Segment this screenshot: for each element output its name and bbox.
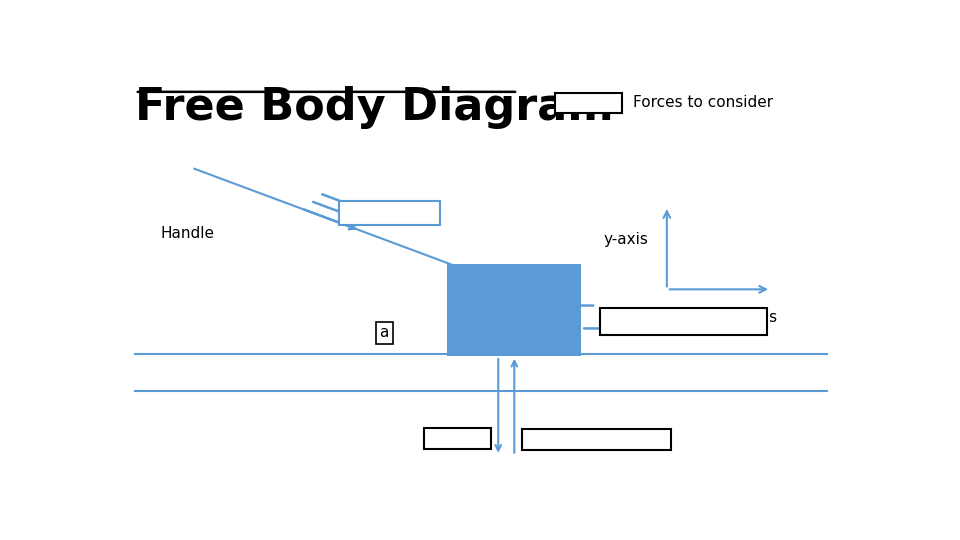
Text: Push/Pull: Push/Pull: [355, 205, 424, 220]
Bar: [424, 428, 491, 449]
Text: Handle: Handle: [161, 226, 215, 241]
Text: Forces to consider: Forces to consider: [634, 95, 774, 110]
Text: x-axis: x-axis: [732, 310, 778, 325]
Bar: [600, 308, 767, 335]
Text: y-axis: y-axis: [604, 232, 648, 247]
Bar: [555, 93, 622, 113]
Text: Force of Friction (Ff): Force of Friction (Ff): [614, 314, 753, 328]
Text: mg: mg: [445, 431, 469, 446]
Bar: [522, 429, 670, 450]
Text: a: a: [379, 326, 389, 341]
Bar: [447, 265, 581, 356]
Text: Force Normal (FN): Force Normal (FN): [533, 433, 660, 447]
Text: Lawnmower: Lawnmower: [460, 301, 569, 319]
Bar: [340, 201, 440, 225]
Text: Free Body Diagram: Free Body Diagram: [134, 85, 613, 129]
